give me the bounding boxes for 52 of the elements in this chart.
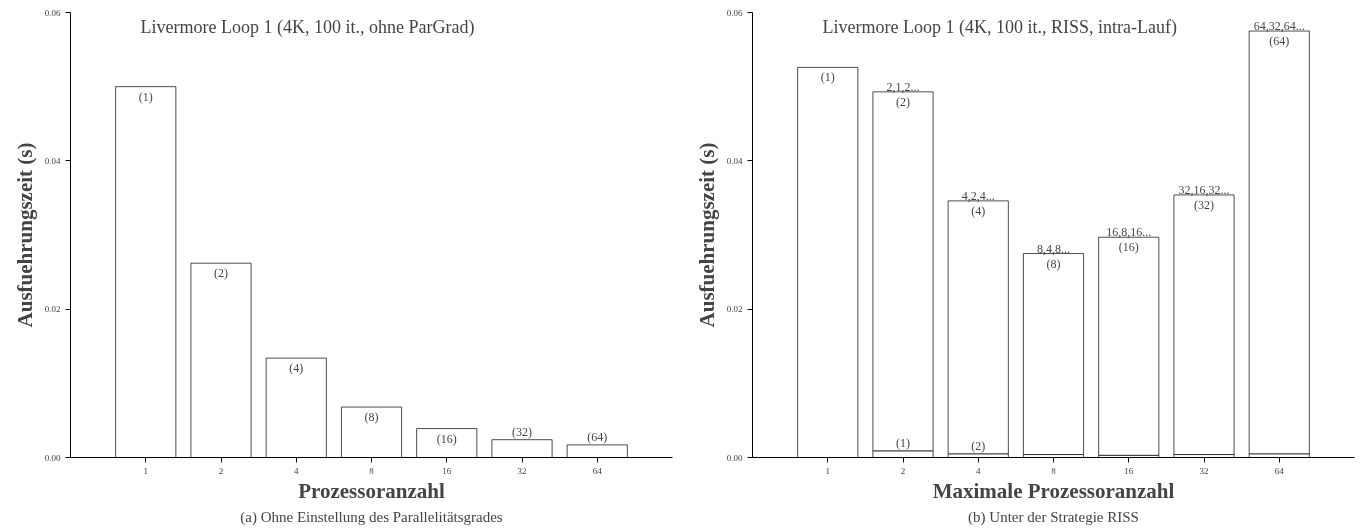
x-tick-label: 8 (369, 465, 375, 476)
x-tick-label: 32 (1199, 465, 1209, 476)
y-tick-label: 0.04 (44, 155, 61, 166)
annotation: 16,8,16... (1106, 225, 1152, 240)
annotation: 64,32,64... (1253, 19, 1305, 34)
x-tick-label: 64 (592, 465, 603, 476)
annotation: 4,2,4... (961, 188, 995, 203)
annotation: (8) (364, 410, 379, 425)
annotation: (8) (1046, 256, 1061, 271)
y-tick-label: 0.06 (726, 7, 743, 18)
x-tick-label: 2 (900, 465, 906, 476)
chart-title: Livermore Loop 1 (4K, 100 it., RISS, intra-Lauf) (822, 16, 1177, 38)
x-tick-label: 4 (976, 465, 981, 476)
x-tick-label: 2 (218, 465, 224, 476)
y-tick-label: 0.02 (44, 304, 61, 315)
y-tick-label: 0.00 (726, 452, 743, 463)
annotation: 8,4,8... (1037, 241, 1070, 256)
x-tick-label: 1 (825, 465, 830, 476)
annotation: (64) (1269, 34, 1290, 49)
chart-title: Livermore Loop 1 (4K, 100 it., ohne ParGrad) (140, 16, 475, 38)
y-axis-title: Ausfuehrungszeit (s) (12, 142, 37, 328)
annotation: 2,1,2... (886, 79, 920, 94)
y-tick-label: 0.04 (726, 155, 743, 166)
annotation: (16) (1118, 240, 1139, 255)
annotation: (2) (896, 94, 910, 109)
x-tick-label: 32 (517, 465, 527, 476)
annotation: (4) (289, 361, 304, 376)
y-tick-label: 0.00 (44, 452, 61, 463)
x-axis-title: Maximale Prozessoranzahl (932, 478, 1175, 503)
annotation: (2) (214, 266, 228, 281)
text: (a) Ohne Einstellung des Parallelitätsgrades (240, 508, 503, 526)
annotation: (2) (971, 438, 986, 453)
annotation: (16) (436, 431, 457, 446)
y-axis-title: Ausfuehrungszeit (s) (694, 142, 719, 328)
annotation: (1) (138, 89, 153, 104)
x-tick-label: 4 (294, 465, 299, 476)
x-axis-title: Prozessoranzahl (298, 478, 445, 503)
annotation: (1) (820, 70, 835, 85)
x-tick-label: 16 (442, 465, 452, 476)
annotation: (32) (1194, 197, 1214, 212)
text: (b) Unter der Strategie RISS (968, 508, 1139, 526)
annotation: (64) (587, 429, 608, 444)
annotation: (32) (512, 424, 532, 439)
y-tick-label: 0.02 (726, 304, 743, 315)
x-tick-label: 1 (143, 465, 148, 476)
annotation: 32,16,32... (1178, 182, 1230, 197)
annotation: (4) (971, 203, 986, 218)
x-tick-label: 16 (1124, 465, 1134, 476)
x-tick-label: 8 (1051, 465, 1057, 476)
annotation: (1) (896, 435, 910, 450)
x-tick-label: 64 (1274, 465, 1285, 476)
y-tick-label: 0.06 (44, 7, 61, 18)
